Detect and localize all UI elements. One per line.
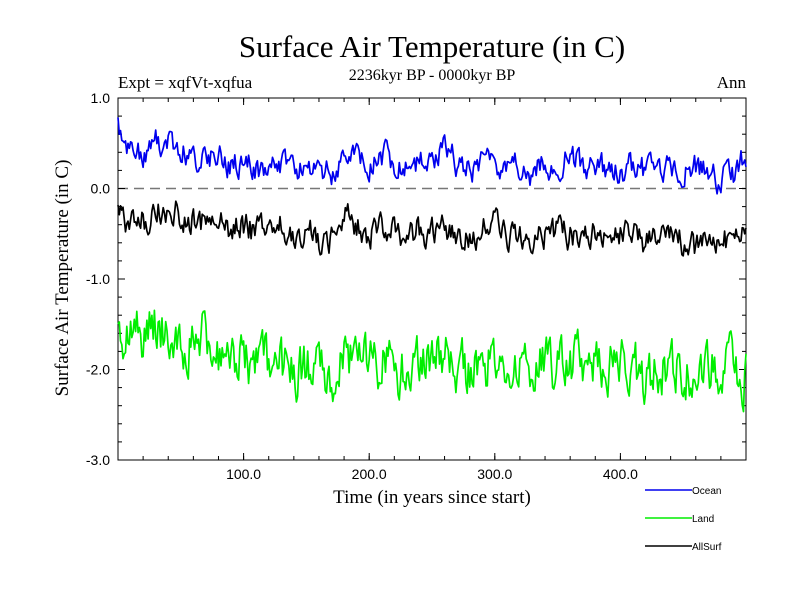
x-tick-label: 400.0	[603, 466, 638, 482]
legend-label-land: Land	[692, 514, 714, 525]
series-line-allsurf	[117, 200, 747, 257]
series-lines	[117, 117, 747, 413]
x-tick-label: 100.0	[226, 466, 261, 482]
legend-label-ocean: Ocean	[692, 486, 721, 497]
y-tick-label: 1.0	[91, 90, 111, 106]
season-label: Ann	[717, 73, 747, 92]
x-tick-label: 300.0	[477, 466, 512, 482]
legend-label-allsurf: AllSurf	[692, 542, 722, 553]
x-axis-label: Time (in years since start)	[333, 487, 531, 508]
axis-ticks: 1.0 0.0 -1.0 -2.0 -3.0 100.0 200.0 300.0 400.0	[86, 90, 746, 482]
y-axis-label: Surface Air Temperature (in C)	[52, 160, 73, 397]
experiment-label: Expt = xqfVt-xqfua	[118, 73, 253, 92]
y-tick-label: -2.0	[86, 362, 110, 378]
chart-subtitle: 2236kyr BP - 0000kyr BP	[349, 67, 516, 84]
y-tick-label: 0.0	[91, 181, 111, 197]
y-tick-label: -1.0	[86, 271, 110, 287]
x-tick-label: 200.0	[352, 466, 387, 482]
series-line-land	[117, 309, 747, 413]
chart-title: Surface Air Temperature (in C)	[239, 29, 625, 64]
series-line-ocean	[117, 117, 747, 195]
y-tick-label: -3.0	[86, 452, 110, 468]
legend: Ocean Land AllSurf	[645, 486, 722, 553]
